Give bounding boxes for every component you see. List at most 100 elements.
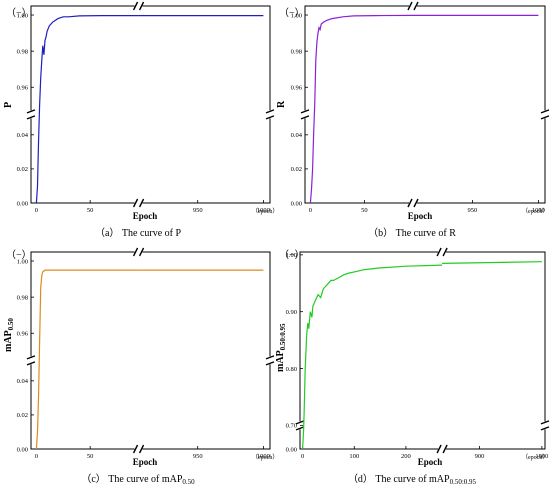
- axis-break-mark: [26, 109, 36, 114]
- panel-b: （−） R Epoch （epoch） （b） The curve of R 0…: [276, 1, 550, 239]
- y-axis-break-gap-right: [542, 110, 548, 119]
- y-tick-label: 0.96: [17, 85, 29, 92]
- y-tick-label: 0.04: [17, 132, 29, 139]
- axis-break-mark: [295, 426, 305, 431]
- y-axis-break-gap: [28, 356, 34, 365]
- y-tick-label: 1.00: [291, 12, 302, 19]
- caption-sub: 0.50: [182, 478, 195, 486]
- x-tick-label: 50: [87, 453, 94, 460]
- y-tick-label: 0.98: [17, 294, 28, 301]
- series-line-segment: [35, 269, 139, 450]
- y-axis-label-sub: 0.50: [7, 318, 15, 331]
- x-axis-break-gap-top: [438, 249, 447, 255]
- y-tick-label: 0.80: [286, 366, 297, 373]
- x-tick-label: 0: [35, 453, 38, 460]
- axis-break-mark: [413, 1, 419, 11]
- caption-main: （d） The curve of mAP: [348, 473, 450, 485]
- x-unit-note: （epoch）: [522, 208, 548, 215]
- y-axis-label-sub: 0.50:0.95: [279, 323, 287, 350]
- x-tick-label: 950: [193, 453, 203, 460]
- caption-sub: 0.50:0.95: [450, 478, 477, 486]
- x-tick-label: 50: [361, 207, 368, 214]
- plot-frame: [30, 251, 271, 450]
- x-tick-label: 200: [401, 453, 411, 460]
- axis-break-mark: [540, 109, 550, 114]
- x-axis-break-gap: [438, 446, 447, 452]
- series-line-segment: [302, 264, 443, 450]
- axis-break-mark: [300, 109, 310, 114]
- plot-frame: [304, 5, 546, 204]
- y-break-spacer: [32, 111, 269, 117]
- axis-break-mark: [295, 420, 305, 425]
- caption: （b） The curve of R: [368, 227, 456, 239]
- axis-break-mark: [265, 109, 275, 114]
- y-break-spacer: [306, 111, 544, 117]
- y-tick-label: 0.70: [286, 423, 297, 430]
- axis-break-mark: [138, 1, 145, 11]
- y-axis-label-main: mAP: [3, 330, 14, 352]
- y-break-spacer: [32, 357, 269, 363]
- y-axis-break-gap: [28, 110, 34, 119]
- x-tick-label: 0: [309, 207, 312, 214]
- axis-break-mark: [413, 198, 419, 208]
- axis-break-mark: [26, 361, 36, 366]
- x-tick-label: 100: [349, 453, 359, 460]
- axis-break-mark: [265, 355, 275, 360]
- series-line-segment: [35, 15, 139, 204]
- y-tick-label: 0.00: [17, 446, 28, 453]
- axis-break-mark: [300, 115, 310, 120]
- y-axis-label-main: mAP: [275, 350, 286, 372]
- y-tick-label: 0.02: [291, 166, 302, 173]
- axis-break-mark: [540, 420, 550, 425]
- x-axis-label: Epoch: [418, 457, 443, 467]
- axis-break-mark: [132, 247, 139, 257]
- y-tick-label: 0.04: [291, 132, 303, 139]
- x-tick-label: 1000: [257, 207, 270, 214]
- x-axis-label: Epoch: [133, 457, 158, 467]
- axis-break-mark: [407, 1, 413, 11]
- axis-break-mark: [132, 1, 139, 11]
- y-axis-label: P: [3, 102, 14, 108]
- y-tick-label: 0.96: [17, 331, 29, 338]
- x-axis-label: Epoch: [133, 211, 158, 221]
- y-tick-label: 0.96: [291, 85, 303, 92]
- x-unit-note: （epoch）: [252, 208, 278, 215]
- y-tick-label: 1.00: [17, 258, 28, 265]
- y-tick-label: 1.00: [286, 252, 297, 259]
- caption-main: （c） The curve of mAP: [81, 473, 183, 485]
- axis-break-mark: [265, 361, 275, 366]
- x-tick-label: 0: [35, 207, 38, 214]
- axis-break-mark: [407, 198, 413, 208]
- y-axis-label: mAP0.50:0.95: [275, 323, 287, 372]
- axis-break-mark: [26, 355, 36, 360]
- y-axis-label: mAP0.50: [3, 318, 15, 352]
- plot-frame: [30, 5, 271, 204]
- panel-tag: （−）: [6, 7, 32, 19]
- y-axis-break-gap-right: [267, 110, 273, 119]
- axis-break-mark: [442, 247, 448, 257]
- caption: （a） The curve of P: [95, 227, 182, 239]
- axis-break-mark: [540, 426, 550, 431]
- x-axis-break-gap: [134, 446, 143, 452]
- y-axis-label: R: [276, 100, 287, 108]
- x-unit-note: （epoch）: [522, 454, 548, 461]
- y-tick-label: 0.02: [17, 412, 28, 419]
- x-tick-label: 950: [193, 207, 203, 214]
- series-line-segment: [309, 14, 414, 204]
- x-tick-label: 0: [301, 453, 304, 460]
- axis-break-mark: [265, 115, 275, 120]
- y-tick-label: 0.02: [17, 166, 28, 173]
- plot-frame: [299, 251, 546, 450]
- x-unit-note: （epoch）: [252, 454, 278, 461]
- x-tick-label: 900: [475, 453, 485, 460]
- y-tick-label: 1.00: [17, 12, 28, 19]
- x-tick-label: 1000: [257, 453, 270, 460]
- caption: （c） The curve of mAP0.50: [81, 473, 195, 486]
- y-axis-break-gap-right: [542, 421, 548, 430]
- x-axis-break-gap-top: [134, 249, 143, 255]
- panel-a: （−） P Epoch （epoch） （a） The curve of P 0…: [3, 1, 278, 239]
- y-axis-break-gap-right: [267, 356, 273, 365]
- panel-tag: （−）: [6, 249, 32, 261]
- y-break-spacer: [301, 422, 544, 428]
